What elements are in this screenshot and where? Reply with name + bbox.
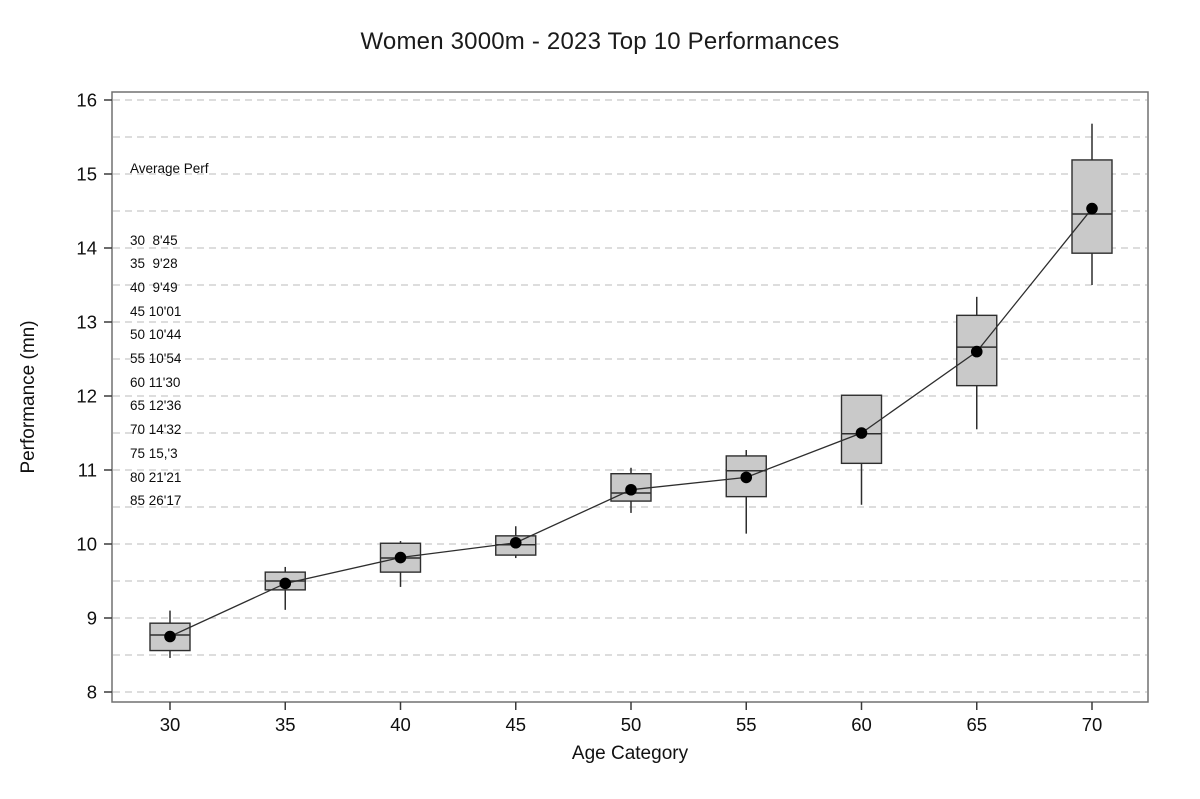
- y-tick-label: 15: [76, 164, 97, 185]
- x-axis-title: Age Category: [571, 743, 689, 764]
- x-tick-label: 35: [275, 714, 296, 735]
- mean-dot: [509, 536, 522, 549]
- plot-border: [111, 91, 1149, 703]
- annotation-line: 80 21'21: [130, 469, 182, 485]
- x-tick-label: 65: [966, 714, 987, 735]
- y-axis-title: Performance (mn): [18, 320, 39, 474]
- annotation-line: 55 10'54: [130, 351, 182, 367]
- y-tick-label: 11: [78, 460, 97, 481]
- x-tick-label: 45: [505, 714, 526, 735]
- annotation-line: 30 8'45: [130, 232, 178, 248]
- annotation-lines: 30 8'45 35 9'28 40 9'49 45 10'01 50 10'44 55 …: [130, 229, 209, 513]
- chart-title: Women 3000m - 2023 Top 10 Performances: [360, 28, 840, 55]
- y-tick-label: 13: [76, 312, 97, 333]
- annotation-line: 75 15,'3: [130, 445, 178, 461]
- mean-dot: [625, 483, 637, 496]
- annotation-line: 70 14'32: [130, 422, 182, 438]
- mean-dot: [970, 345, 983, 358]
- annotation-header: Average Perf: [130, 161, 209, 177]
- x-tick-label: 30: [160, 714, 181, 735]
- annotation-line: 60 11'30: [130, 374, 181, 390]
- annotation-line: 50 10'44: [130, 327, 182, 343]
- average-perf-annotation: Average Perf 30 8'45 35 9'28 40 9'49 45 10'…: [130, 110, 209, 560]
- annotation-line: 45 10'01: [130, 303, 182, 319]
- mean-dot: [279, 577, 292, 590]
- y-tick-label: 14: [76, 238, 97, 259]
- mean-dot: [740, 471, 753, 484]
- x-tick-label: 60: [851, 714, 872, 735]
- x-tick-label: 50: [621, 714, 642, 735]
- x-tick-label: 55: [736, 714, 757, 735]
- annotation-line: 85 26'17: [130, 493, 182, 509]
- x-tick-label: 70: [1082, 714, 1103, 735]
- mean-dot: [394, 551, 407, 564]
- annotation-line: 65 12'36: [130, 398, 182, 414]
- y-tick-label: 9: [87, 608, 97, 629]
- mean-dot: [855, 427, 868, 439]
- mean-dot: [1086, 202, 1098, 215]
- mean-line: [169, 208, 1093, 638]
- annotation-line: 35 9'28: [130, 256, 178, 272]
- x-tick-label: 40: [390, 714, 411, 735]
- y-tick-label: 12: [76, 386, 97, 407]
- mean-dot: [164, 630, 176, 643]
- y-tick-label: 10: [76, 534, 97, 555]
- y-tick-label: 16: [76, 90, 97, 111]
- y-tick-label: 8: [87, 682, 97, 703]
- annotation-line: 40 9'49: [130, 279, 178, 295]
